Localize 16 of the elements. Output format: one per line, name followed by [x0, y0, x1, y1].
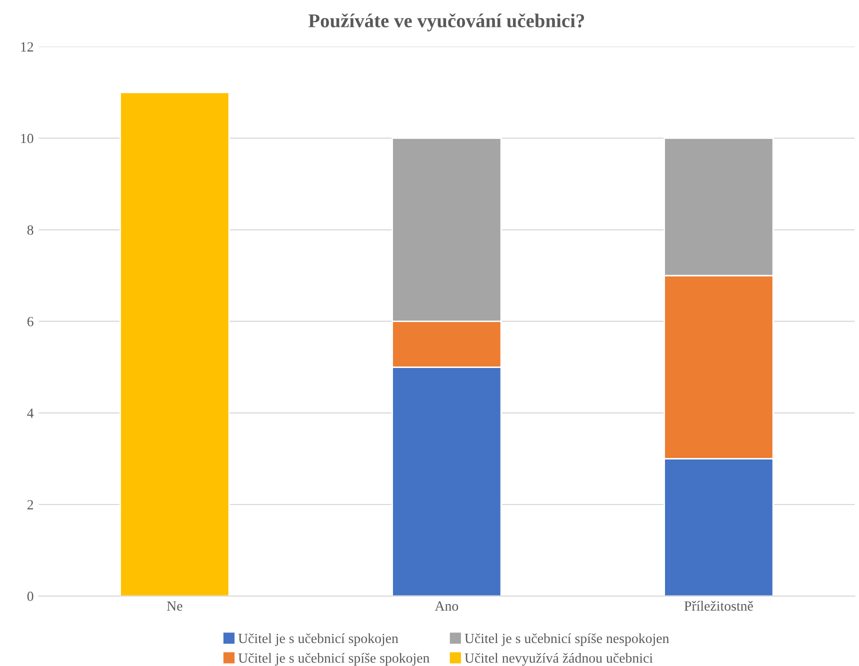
y-tick-label: 2: [27, 500, 34, 510]
y-tick-label: 4: [27, 408, 34, 418]
legend-label: Učitel je s učebnicí spíše spokojen: [238, 652, 430, 666]
y-tick-label: 12: [21, 42, 34, 52]
x-tick-label: Příležitostně: [684, 600, 753, 611]
legend-label: Učitel je s učebnicí spíše nespokojen: [464, 633, 670, 646]
y-tick-label: 10: [21, 134, 34, 144]
legend-label: Učitel nevyužívá žádnou učebnici: [464, 652, 653, 666]
y-tick-label: 0: [27, 592, 34, 602]
y-tick-label: 6: [27, 316, 34, 326]
legend-label: Učitel je s učebnicí spokojen: [238, 633, 398, 646]
x-tick-label: Ano: [434, 601, 458, 611]
y-tick-label: 8: [27, 225, 34, 235]
bar: [120, 92, 230, 596]
chart-title: Používáte ve vyučování učebnici?: [308, 13, 584, 32]
x-tick-label: Ne: [166, 601, 182, 611]
